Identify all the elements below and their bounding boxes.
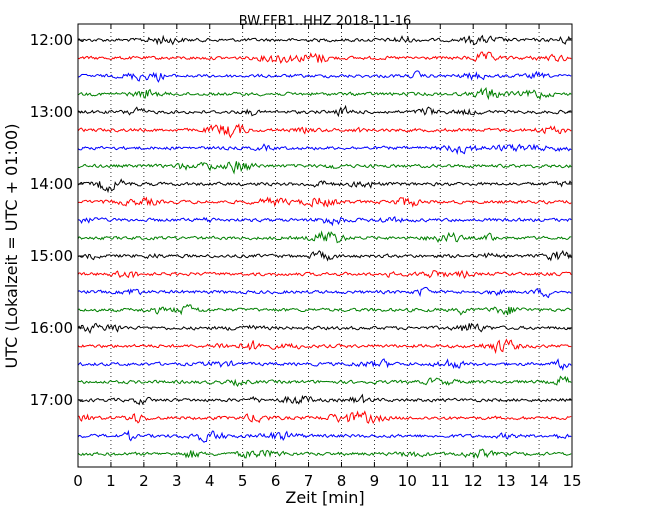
x-tick-label: 3 <box>172 472 182 490</box>
seismogram-trace <box>77 70 572 83</box>
x-tick-label: 1 <box>106 472 116 490</box>
y-tick-label: 16:00 <box>30 319 73 337</box>
x-tick-label: 11 <box>431 472 450 490</box>
x-axis-ticks: 0 1 2 3 4 5 6 7 8 9 10 11 12 13 14 15 <box>73 24 582 490</box>
seismogram-trace <box>77 216 572 227</box>
seismogram-trace <box>77 34 572 46</box>
seismogram-trace <box>77 410 572 425</box>
seismogram-trace <box>77 286 572 299</box>
seismogram-trace <box>77 196 572 208</box>
seismogram-trace <box>77 143 572 156</box>
seismogram-trace <box>77 230 572 244</box>
y-axis-ticks: 12:00 13:00 14:00 15:00 16:00 17:00 <box>30 31 572 409</box>
y-tick-label: 15:00 <box>30 247 73 265</box>
seismogram-trace <box>77 86 572 101</box>
seismogram-traces <box>77 34 572 460</box>
x-tick-label: 7 <box>304 472 314 490</box>
x-tick-label: 0 <box>73 472 83 490</box>
x-tick-label: 8 <box>337 472 347 490</box>
seismogram-trace <box>77 303 572 316</box>
y-tick-label: 12:00 <box>30 31 73 49</box>
x-tick-label: 10 <box>398 472 417 490</box>
seismogram-trace <box>77 161 572 175</box>
x-tick-label: 12 <box>464 472 483 490</box>
seismogram-trace <box>77 269 572 279</box>
seismogram-trace <box>77 448 572 460</box>
x-tick-label: 2 <box>139 472 149 490</box>
y-axis-label: UTC (Lokalzeit = UTC + 01:00) <box>2 124 21 369</box>
seismogram-trace <box>77 429 572 443</box>
seismogram-trace <box>77 338 572 355</box>
seismogram-trace <box>77 358 572 372</box>
y-tick-label: 13:00 <box>30 103 73 121</box>
seismogram-trace <box>77 178 572 194</box>
x-tick-label: 15 <box>562 472 581 490</box>
seismogram-trace <box>77 51 572 65</box>
x-tick-label: 14 <box>530 472 549 490</box>
y-tick-label: 17:00 <box>30 391 73 409</box>
seismogram-trace <box>77 322 572 335</box>
x-tick-label: 4 <box>205 472 215 490</box>
seismogram-trace <box>77 375 572 387</box>
y-tick-label: 14:00 <box>30 175 73 193</box>
seismogram-trace <box>77 249 572 262</box>
seismogram-trace <box>77 123 572 139</box>
x-tick-label: 5 <box>238 472 248 490</box>
seismogram-trace <box>77 393 572 406</box>
chart-title: BW.FFB1..HHZ 2018-11-16 <box>239 14 412 29</box>
x-tick-label: 9 <box>370 472 380 490</box>
x-tick-label: 6 <box>271 472 281 490</box>
x-tick-label: 13 <box>497 472 516 490</box>
plot-frame <box>77 23 573 468</box>
x-axis-label: Zeit [min] <box>285 488 364 507</box>
seismogram-trace <box>77 104 572 118</box>
